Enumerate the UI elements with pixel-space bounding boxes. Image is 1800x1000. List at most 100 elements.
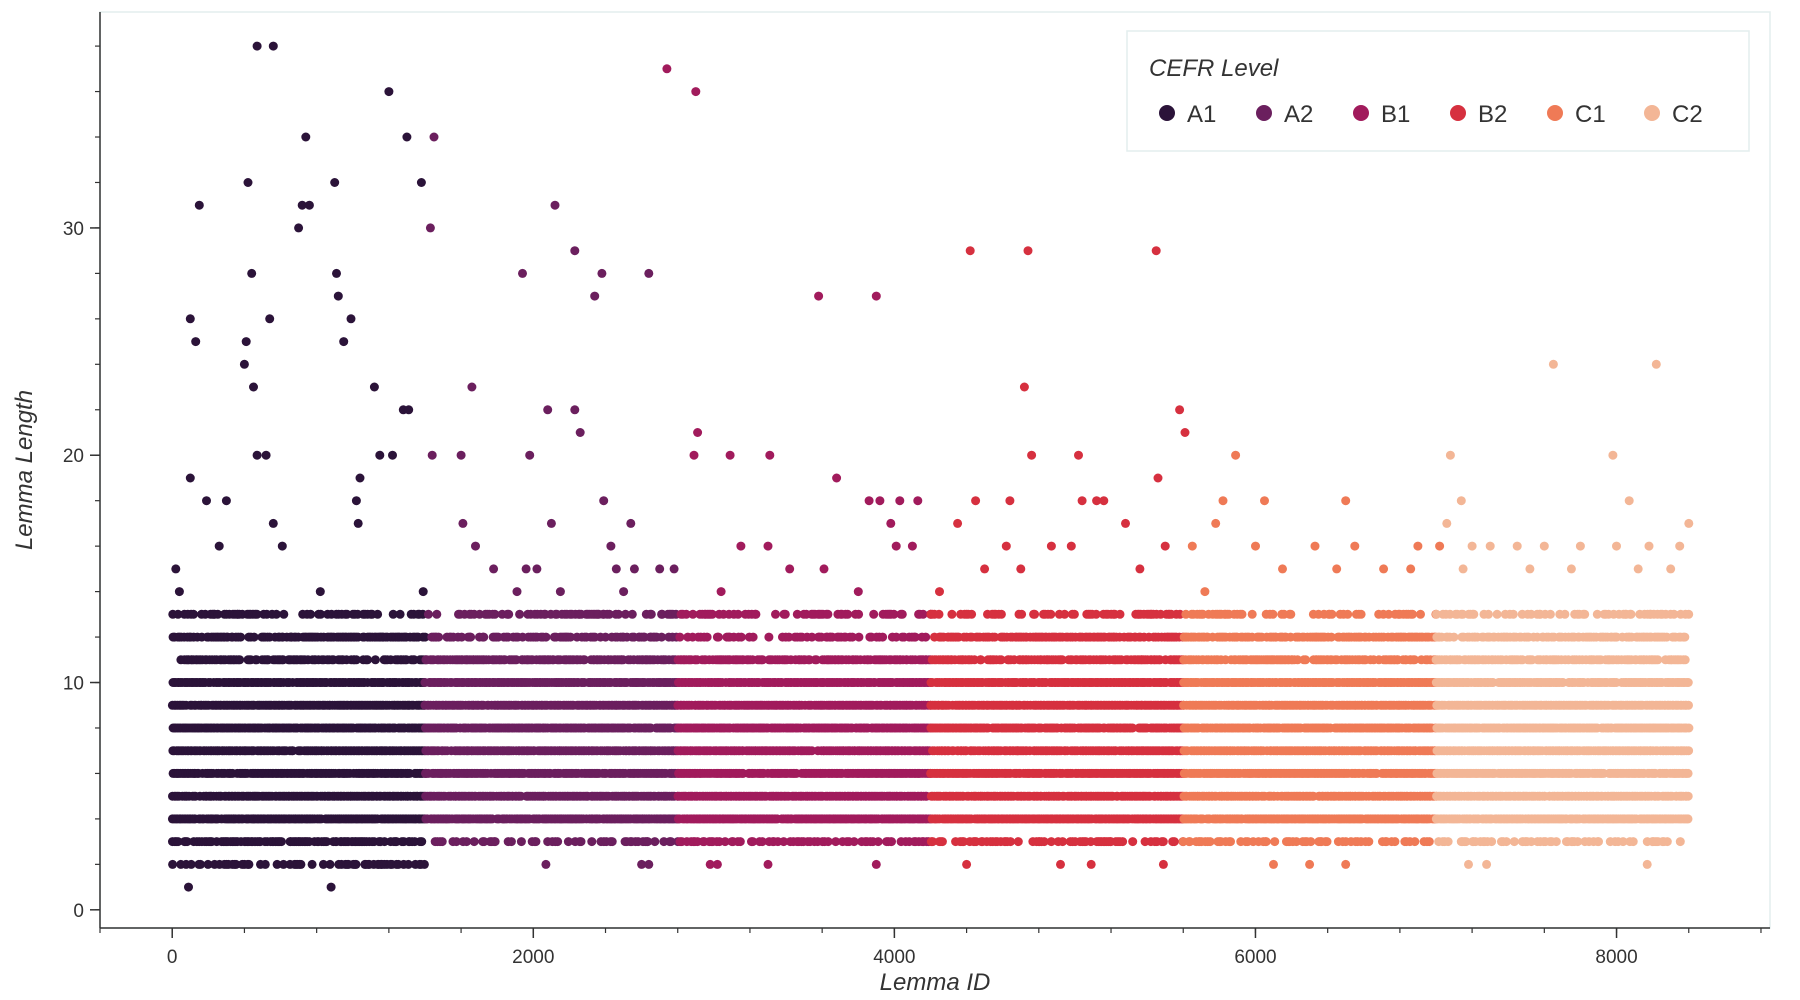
point-A2	[627, 609, 637, 619]
point-A2	[525, 450, 535, 460]
point-A1	[202, 496, 211, 506]
point-A1	[243, 178, 253, 187]
point-A2	[570, 246, 580, 256]
point-A1	[363, 655, 372, 665]
point-A1	[369, 382, 379, 392]
point-A1	[186, 859, 196, 869]
point-B1	[764, 632, 774, 642]
point-A1	[213, 609, 223, 619]
point-A1	[241, 337, 251, 347]
point-A2	[619, 587, 629, 597]
point-A2	[644, 268, 654, 278]
point-A2	[521, 564, 531, 574]
point-B1	[735, 837, 745, 847]
point-B1	[689, 450, 699, 460]
point-A1	[171, 564, 181, 574]
point-B1	[891, 541, 901, 551]
point-A1	[304, 200, 314, 210]
point-B1	[736, 632, 746, 642]
point-A1	[196, 859, 205, 869]
point-A2	[669, 564, 679, 574]
point-A2	[518, 268, 527, 278]
point-B1	[869, 609, 879, 619]
point-A2	[489, 564, 499, 574]
point-A2	[466, 632, 476, 642]
point-B1	[871, 291, 881, 301]
point-A1	[384, 87, 394, 97]
point-B1	[854, 609, 864, 619]
point-A2	[516, 837, 526, 847]
point-A1	[380, 837, 389, 847]
point-A2	[471, 541, 480, 551]
point-A1	[355, 473, 365, 483]
point-A1	[306, 609, 316, 619]
point-A2	[607, 837, 617, 847]
point-B1	[736, 541, 746, 551]
point-B1	[713, 632, 723, 642]
point-A2	[553, 837, 563, 847]
point-B1	[763, 859, 773, 869]
point-A2	[576, 837, 586, 847]
point-B1	[662, 64, 672, 74]
point-A1	[194, 200, 204, 210]
point-A1	[297, 200, 307, 210]
series-A1	[167, 41, 430, 892]
point-A1	[268, 518, 278, 528]
point-A2	[506, 837, 516, 847]
point-B1	[897, 609, 907, 619]
point-A1	[326, 882, 336, 892]
point-B1	[878, 632, 888, 642]
point-B1	[702, 632, 712, 642]
point-A1	[404, 405, 414, 415]
point-B1	[864, 496, 874, 506]
point-B1	[780, 609, 790, 619]
series-A2	[420, 132, 683, 869]
point-A2	[601, 632, 610, 642]
point-A2	[437, 837, 447, 847]
point-A1	[318, 859, 328, 869]
point-A1	[322, 837, 332, 847]
point-A2	[570, 405, 580, 415]
point-A1	[174, 587, 184, 597]
point-A2	[467, 382, 477, 392]
point-A1	[252, 41, 262, 51]
point-A2	[504, 609, 514, 619]
point-A1	[370, 655, 380, 665]
series-B2	[926, 246, 1190, 869]
point-A1	[286, 632, 296, 642]
point-B1	[853, 587, 863, 597]
point-A2	[451, 837, 461, 847]
point-A2	[532, 564, 542, 574]
point-A2	[611, 564, 621, 574]
point-A1	[244, 859, 254, 869]
point-B1	[819, 564, 829, 574]
point-A2	[490, 609, 500, 619]
point-A2	[427, 450, 437, 460]
point-B1	[832, 473, 842, 483]
point-A1	[419, 859, 429, 869]
point-A1	[268, 41, 278, 51]
point-A1	[330, 178, 340, 187]
point-B1	[887, 837, 896, 847]
point-A2	[604, 609, 614, 619]
point-A2	[590, 291, 600, 301]
point-A2	[629, 564, 639, 574]
point-A2	[650, 837, 660, 847]
point-A2	[575, 428, 585, 437]
point-A1	[294, 223, 304, 233]
point-A2	[655, 564, 665, 574]
point-A1	[232, 609, 242, 619]
point-B1	[823, 609, 833, 619]
point-A2	[543, 405, 553, 415]
point-A2	[587, 837, 597, 847]
point-B1	[886, 518, 896, 528]
point-A2	[429, 132, 439, 142]
point-A2	[432, 609, 442, 619]
point-A1	[420, 632, 430, 642]
point-A2	[434, 632, 444, 642]
point-A1	[168, 859, 178, 869]
point-A2	[666, 837, 676, 847]
point-B1	[712, 859, 722, 869]
point-A1	[173, 609, 183, 619]
